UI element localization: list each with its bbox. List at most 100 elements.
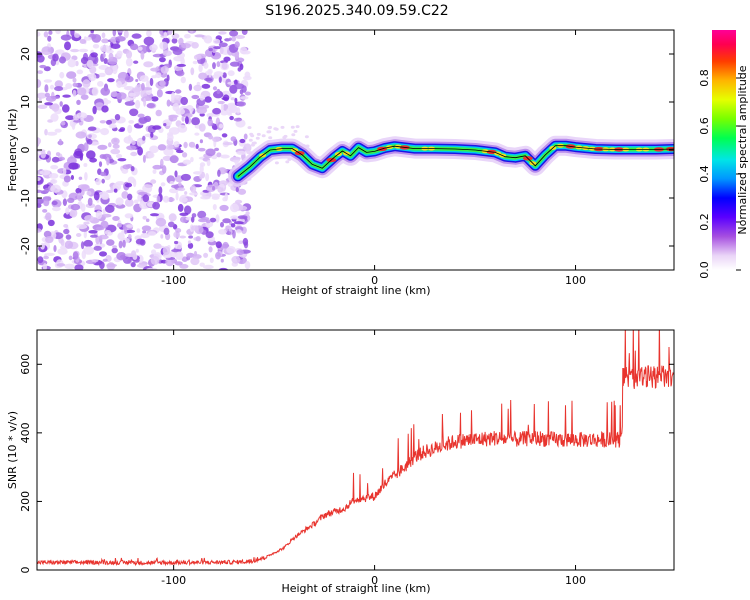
noise-speckle: [116, 153, 123, 159]
noise-speckle: [108, 142, 112, 148]
noise-speckle: [128, 92, 136, 97]
noise-speckle: [217, 100, 225, 105]
noise-speckle: [215, 251, 221, 260]
noise-speckle: [189, 30, 194, 33]
noise-speckle: [123, 97, 134, 101]
noise-speckle: [64, 240, 74, 249]
noise-speckle: [70, 48, 80, 53]
noise-speckle: [116, 81, 123, 88]
noise-speckle: [37, 198, 45, 205]
noise-speckle: [92, 44, 100, 49]
noise-speckle: [108, 124, 117, 129]
noise-speckle: [37, 79, 42, 88]
noise-speckle: [104, 206, 114, 211]
noise-speckle: [207, 118, 213, 127]
noise-speckle: [103, 98, 108, 103]
noise-speckle: [237, 188, 247, 195]
noise-speckle: [133, 199, 139, 204]
noise-speckle: [44, 84, 49, 93]
noise-speckle: [175, 192, 179, 201]
noise-speckle: [112, 65, 118, 75]
noise-speckle: [206, 159, 211, 167]
noise-speckle: [142, 154, 146, 163]
noise-speckle: [65, 234, 72, 240]
noise-speckle: [228, 92, 232, 98]
noise-speckle: [101, 213, 112, 218]
noise-speckle: [155, 109, 162, 117]
noise-speckle: [124, 75, 134, 83]
noise-speckle: [100, 220, 109, 229]
snr-y-ticks: 0 200 400 600: [19, 354, 674, 574]
noise-speckle: [285, 160, 290, 164]
noise-speckle: [116, 223, 123, 228]
noise-speckle: [64, 41, 71, 51]
noise-speckle: [150, 213, 159, 217]
noise-speckle: [201, 217, 210, 220]
noise-speckle: [115, 181, 125, 186]
noise-speckle: [160, 182, 166, 187]
noise-speckle: [97, 81, 104, 87]
noise-speckle: [112, 216, 120, 221]
noise-speckle: [222, 218, 231, 224]
noise-speckle: [143, 97, 147, 107]
noise-speckle: [248, 138, 253, 142]
noise-speckle: [53, 245, 57, 252]
noise-speckle: [162, 50, 172, 57]
noise-speckle: [203, 35, 213, 44]
noise-speckle: [166, 99, 171, 107]
noise-speckle: [193, 250, 198, 257]
noise-speckle: [58, 138, 63, 146]
noise-speckle: [76, 224, 88, 230]
noise-speckle: [198, 123, 206, 132]
noise-speckle: [150, 255, 160, 265]
noise-speckle: [141, 225, 152, 231]
noise-speckle: [198, 64, 203, 73]
noise-speckle: [222, 241, 229, 249]
noise-speckle: [99, 45, 111, 52]
noise-speckle: [77, 184, 89, 190]
noise-speckle: [194, 132, 200, 136]
noise-speckle: [130, 262, 136, 268]
noise-speckle: [110, 91, 118, 98]
noise-speckle: [77, 192, 83, 202]
noise-speckle: [190, 67, 195, 76]
noise-speckle: [125, 57, 133, 67]
noise-speckle: [242, 237, 249, 246]
noise-speckle: [127, 193, 133, 201]
y-tick-label: 0: [19, 567, 32, 574]
noise-speckle: [152, 201, 161, 210]
noise-speckle: [179, 264, 189, 269]
noise-speckle: [230, 156, 241, 160]
noise-speckle: [59, 101, 63, 107]
noise-speckle: [236, 205, 248, 211]
noise-speckle: [91, 259, 99, 263]
noise-speckle: [199, 94, 205, 101]
noise-speckle: [184, 191, 188, 195]
noise-speckle: [208, 246, 213, 253]
noise-speckle: [252, 141, 257, 145]
noise-speckle: [191, 94, 200, 100]
noise-speckle: [75, 131, 87, 139]
noise-speckle: [274, 161, 279, 165]
noise-speckle: [205, 219, 211, 224]
noise-speckle: [48, 173, 59, 179]
noise-speckle: [155, 217, 167, 227]
noise-speckle: [180, 173, 191, 181]
noise-speckle: [201, 171, 206, 179]
noise-speckle: [87, 197, 93, 206]
noise-speckle: [153, 243, 162, 249]
noise-speckle: [174, 261, 183, 266]
noise-speckle: [229, 203, 240, 213]
noise-speckle: [59, 56, 66, 64]
noise-speckle: [129, 108, 139, 117]
noise-speckle: [184, 205, 192, 215]
noise-speckle: [159, 57, 166, 63]
noise-speckle: [219, 183, 225, 188]
noise-speckle: [88, 73, 97, 82]
noise-speckle: [227, 81, 237, 85]
noise-speckle: [37, 31, 41, 37]
noise-speckle: [235, 199, 243, 204]
noise-speckle: [55, 49, 65, 55]
noise-speckle: [190, 156, 194, 163]
noise-speckle: [70, 203, 81, 211]
